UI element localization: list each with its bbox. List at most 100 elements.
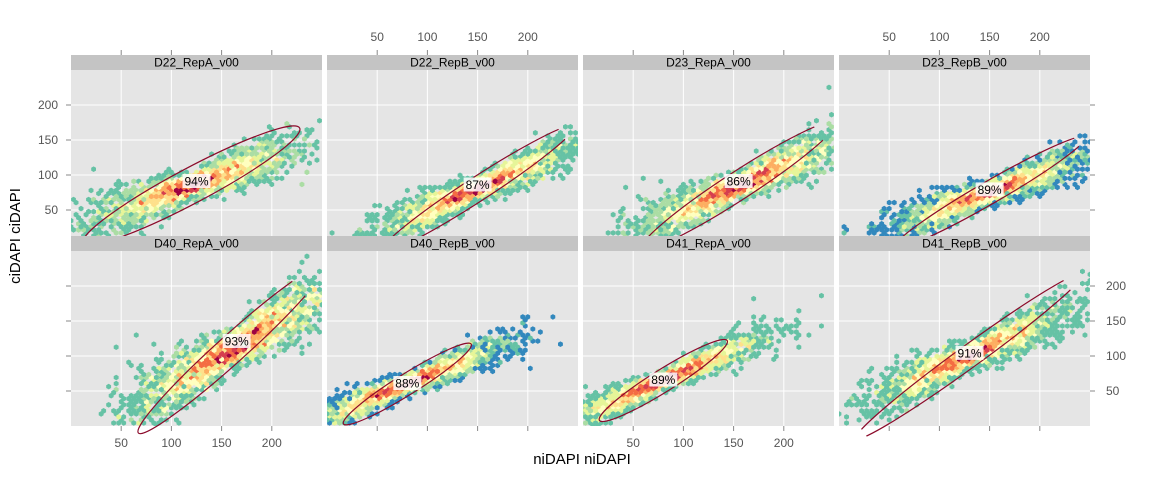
hex-bin [106,402,112,408]
hex-bin [527,335,533,341]
hex-bin [708,371,714,378]
hex-bin [1032,344,1038,350]
hex-bin [289,163,295,169]
hex-bin [761,175,767,182]
hex-bin [93,230,99,236]
panel: D41_RepB_v00 91% [839,236,1090,440]
hex-bin [206,359,212,366]
hex-bin [131,420,137,426]
hex-bin [317,286,322,293]
hex-bin [297,142,302,148]
y-tick-label: 100 [1106,349,1126,363]
hex-bin [467,359,473,366]
hex-bin [1047,169,1053,176]
hex-bin [91,208,96,215]
hex-bin [545,163,551,169]
hex-bin [708,365,714,372]
hex-bin [1085,148,1090,154]
hex-bin [914,402,920,408]
hex-bin [736,320,742,326]
hex-bin [1019,172,1025,179]
hex-bin [302,274,307,281]
hex-bin [1047,181,1053,188]
hex-bin [153,374,159,381]
hex-bin [1080,166,1085,172]
panel-title: D22_RepB_v00 [410,56,495,70]
hex-bin [1017,338,1023,344]
hex-bin [457,371,463,378]
hex-bin [718,341,724,347]
hex-bin [675,187,681,194]
hex-bin [211,359,217,366]
hex-bin [1060,298,1065,305]
hex-bin [1019,347,1025,353]
hex-bin [660,199,666,206]
hexbin-layer [329,124,578,245]
hex-bin [658,178,664,185]
hex-bin [384,374,390,381]
hex-bin [520,338,526,344]
hex-bin [1077,295,1083,302]
hex-bin [1004,347,1010,353]
hex-bin [590,423,596,426]
hex-bin [874,420,880,426]
hex-bin [214,169,219,176]
hex-bin [640,175,646,182]
hex-bin [731,344,736,350]
hex-bin [879,221,885,227]
hex-bin [314,157,320,163]
hex-bin [123,224,129,230]
hex-bin [229,169,235,176]
hex-bin [289,338,295,344]
hex-bin [1004,184,1010,191]
hex-bin [131,184,137,191]
hex-bin [783,172,789,179]
hex-bin [665,211,671,218]
hex-bin [407,395,413,402]
hex-bin [615,230,621,236]
coverage-label-bg [393,376,422,390]
hex-bin [103,199,109,206]
hex-bin [640,217,646,224]
hex-bin [570,157,576,163]
hex-bin [249,145,255,151]
hex-bin [492,353,498,360]
hex-bin [751,326,757,332]
hex-bin [136,365,142,372]
hex-bin [811,157,817,163]
hex-bin [1065,323,1070,329]
panel: D40_RepA_v00 93% [71,236,326,435]
hex-bin [184,398,189,405]
x-tick-label: 100 [161,436,181,450]
hex-bin [743,347,749,353]
hex-bin [239,187,245,194]
hex-bin [841,224,847,230]
hex-bin [1047,175,1053,182]
hex-bin [286,274,292,281]
y-tick-label: 100 [38,168,58,182]
hex-bin [751,332,757,338]
hex-bin [158,350,164,357]
hex-bin [158,205,164,212]
hex-bin [826,151,832,157]
hex-bin [550,175,556,182]
hex-bin [1042,326,1048,332]
hex-bin [613,402,619,408]
hex-bin [819,130,824,136]
hex-bin [377,377,383,384]
hex-bin [904,402,910,408]
hex-bin [741,332,747,338]
hex-bin [442,353,448,360]
hex-bin [733,335,739,341]
hex-bin [161,377,167,384]
hex-bin [1039,184,1045,191]
hex-bin [507,190,513,197]
hex-bin [239,326,245,332]
hex-bin [495,338,501,344]
hex-bin [169,169,174,176]
hex-bin [174,344,179,350]
hex-bin [477,202,483,209]
hex-bin [884,383,890,390]
hex-bin [881,205,887,212]
